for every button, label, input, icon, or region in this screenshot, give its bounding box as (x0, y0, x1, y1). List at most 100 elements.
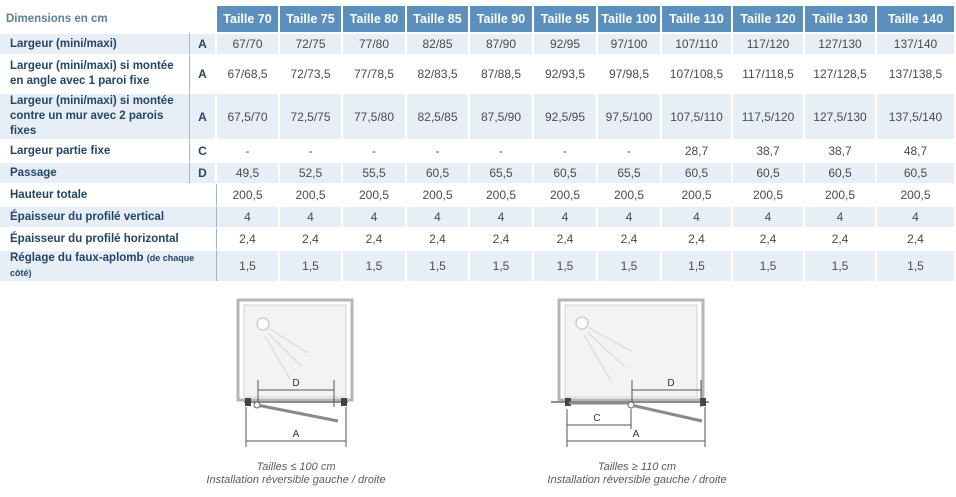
size-header: Taille 130 (805, 6, 877, 32)
dimensions-table: Dimensions en cm Taille 70 Taille 75 Taill… (0, 6, 956, 281)
table-cell: 117/120 (733, 32, 805, 54)
caption-size-line: Tailles ≤ 100 cm (256, 461, 336, 473)
row-label-line: Passage (10, 166, 189, 181)
table-cell: 4 (470, 205, 534, 227)
table-cell: 67,5/70 (217, 92, 280, 139)
table-cell: 2,4 (217, 227, 280, 249)
row-label-line: Épaisseur du profilé vertical (10, 210, 216, 225)
table-cell: 107/110 (662, 32, 733, 54)
table-cell: 77/78,5 (343, 54, 407, 92)
size-header: Taille 95 (534, 6, 598, 32)
table-cell: 2,4 (407, 227, 470, 249)
table-cell: 65,5 (470, 161, 534, 183)
table-cell: 82/83,5 (407, 54, 470, 92)
table-cell: 1,5 (470, 249, 534, 281)
shower-outline (557, 298, 705, 402)
table-cell: 1,5 (343, 249, 407, 281)
size-header: Taille 100 (598, 6, 662, 32)
table-cell: 200,5 (662, 183, 733, 205)
caption-size-line: Tailles ≥ 110 cm (597, 461, 677, 473)
row-label-text: Passage (10, 166, 57, 179)
table-cell: 4 (662, 205, 733, 227)
row-label: Passage (0, 161, 190, 183)
table-cell: 137/140 (877, 32, 956, 54)
table-cell: - (343, 139, 407, 161)
table-cell: 60,5 (733, 161, 805, 183)
table-cell: 4 (534, 205, 598, 227)
table-cell: 38,7 (805, 139, 877, 161)
table-cell: 200,5 (733, 183, 805, 205)
size-header: Taille 90 (470, 6, 534, 32)
table-cell: 87/90 (470, 32, 534, 54)
row-label-line: Réglage du faux-aplomb (de chaque côté) (10, 251, 216, 281)
table-cell: 200,5 (343, 183, 407, 205)
table-cell: - (470, 139, 534, 161)
table-cell: 82,5/85 (407, 92, 470, 139)
table-cell: 4 (217, 205, 280, 227)
table-cell: 48,7 (877, 139, 956, 161)
table-cell: 60,5 (877, 161, 956, 183)
row-label-text: contre un mur avec 2 parois fixes (10, 110, 164, 137)
table-row: Hauteur totale 200,5 200,5 200,5 200,5 200,5 2… (0, 183, 956, 205)
table-cell: - (217, 139, 280, 161)
table-cell: - (407, 139, 470, 161)
table-cell: 107/108,5 (662, 54, 733, 92)
table-cell: 67/68,5 (217, 54, 280, 92)
table-cell: 2,4 (662, 227, 733, 249)
table-cell: 127,5/130 (805, 92, 877, 139)
caption-install-line: Installation réversible gauche / droite (206, 474, 386, 486)
table-cell: 1,5 (407, 249, 470, 281)
table-cell: 92,5/95 (534, 92, 598, 139)
row-label-note: (de chaque côté) (10, 253, 195, 278)
table-cell: 2,4 (534, 227, 598, 249)
shower-head-icon (575, 316, 589, 330)
table-cell: 1,5 (534, 249, 598, 281)
table-row: Passage D 49,5 52,5 55,5 60,5 65,5 60,5 65,5 60,5… (0, 161, 956, 183)
row-label-line: Hauteur totale (10, 188, 216, 203)
row-label-line: Largeur (mini/maxi) (10, 37, 189, 52)
row-label: Largeur (mini/maxi) si montée en angle av… (0, 54, 190, 92)
table-cell: 200,5 (470, 183, 534, 205)
right-profile (700, 398, 706, 406)
table-cell: 38,7 (733, 139, 805, 161)
row-label: Largeur (mini/maxi) si montée contre un m… (0, 92, 190, 139)
table-cell: 4 (877, 205, 956, 227)
door-hinge (627, 401, 635, 409)
table-cell: 1,5 (733, 249, 805, 281)
shower-head-icon (256, 317, 270, 331)
table-cell: 82/85 (407, 32, 470, 54)
table-cell: 4 (280, 205, 343, 227)
row-label-text: Largeur (mini/maxi) si montée (10, 95, 174, 107)
size-header: Taille 75 (280, 6, 343, 32)
table-cell: 28,7 (662, 139, 733, 161)
header-row: Dimensions en cm Taille 70 Taille 75 Taill… (0, 6, 956, 32)
size-header: Taille 110 (662, 6, 733, 32)
table-cell: 87,5/90 (470, 92, 534, 139)
table-cell: 97/98,5 (598, 54, 662, 92)
table-body: Largeur (mini/maxi) A 67/70 72/75 77/80 82/85… (0, 32, 956, 281)
table-cell: 97,5/100 (598, 92, 662, 139)
table-cell: 200,5 (877, 183, 956, 205)
table-cell: 200,5 (407, 183, 470, 205)
row-label: Hauteur totale (0, 183, 217, 205)
table-row: Largeur (mini/maxi) A 67/70 72/75 77/80 82/85… (0, 32, 956, 54)
row-label-text: Épaisseur du profilé horizontal (10, 232, 179, 245)
table-cell: 4 (343, 205, 407, 227)
row-label-text: Largeur (mini/maxi) (10, 37, 117, 50)
table-cell: - (598, 139, 662, 161)
row-label: Épaisseur du profilé vertical (0, 205, 217, 227)
table-cell: 4 (805, 205, 877, 227)
right-profile (341, 398, 347, 406)
dimensions-header-label: Dimensions en cm (0, 6, 217, 32)
row-label-text: Hauteur totale (10, 188, 88, 201)
table-cell: 200,5 (598, 183, 662, 205)
table-cell: 107,5/110 (662, 92, 733, 139)
row-label: Largeur partie fixe (0, 139, 190, 161)
table-cell: 72,5/75 (280, 92, 343, 139)
table-cell: - (280, 139, 343, 161)
table-row: Épaisseur du profilé vertical 4 4 4 4 4 4 4 4 4 4 4 (0, 205, 956, 227)
table-cell: 200,5 (280, 183, 343, 205)
size-header: Taille 120 (733, 6, 805, 32)
door-panel (256, 403, 339, 423)
dimension-a-label: A (293, 429, 300, 440)
